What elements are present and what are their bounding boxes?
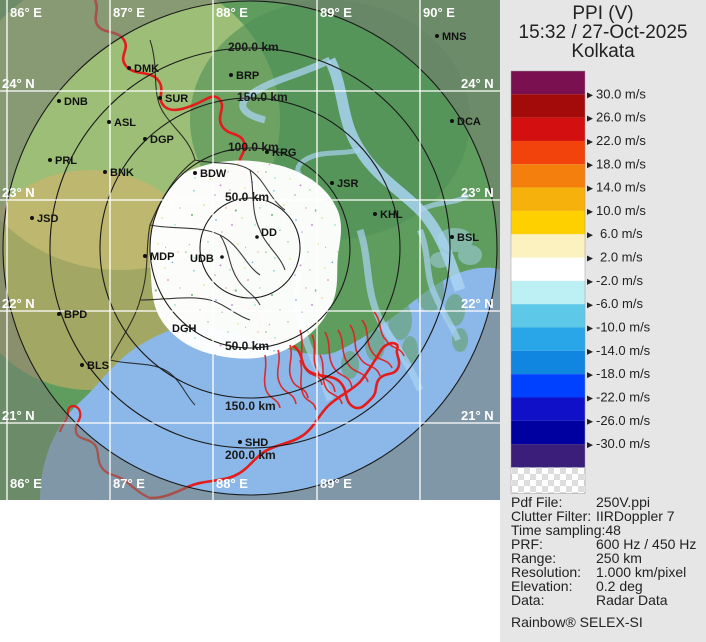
svg-text:87° E: 87° E	[113, 476, 145, 491]
svg-text:DNB: DNB	[64, 96, 88, 108]
svg-text:90° E: 90° E	[423, 5, 455, 20]
svg-text:21° N: 21° N	[461, 408, 494, 423]
svg-text:24° N: 24° N	[461, 76, 494, 91]
svg-text:-26.0 m/s: -26.0 m/s	[596, 413, 651, 428]
svg-text:-18.0 m/s: -18.0 m/s	[596, 366, 651, 381]
svg-text:89° E: 89° E	[320, 5, 352, 20]
svg-text:200.0 km: 200.0 km	[225, 448, 276, 462]
svg-text:-2.0 m/s: -2.0 m/s	[596, 273, 643, 288]
svg-text:21° N: 21° N	[2, 408, 35, 423]
svg-text:150.0 km: 150.0 km	[225, 399, 276, 413]
svg-text:BLS: BLS	[87, 360, 109, 372]
svg-text:88° E: 88° E	[216, 5, 248, 20]
svg-text:PPI (V): PPI (V)	[572, 3, 633, 24]
svg-text:-14.0 m/s: -14.0 m/s	[596, 343, 651, 358]
svg-text:100.0 km: 100.0 km	[228, 140, 279, 154]
svg-text:23° N: 23° N	[461, 185, 494, 200]
svg-text:6.0 m/s: 6.0 m/s	[600, 226, 643, 241]
svg-text:DMK: DMK	[134, 63, 159, 75]
svg-text:UDB: UDB	[190, 253, 214, 265]
svg-text:MNS: MNS	[442, 31, 466, 43]
svg-text:22° N: 22° N	[461, 296, 494, 311]
svg-text:24° N: 24° N	[2, 76, 35, 91]
svg-text:MDP: MDP	[150, 251, 174, 263]
svg-text:DD: DD	[261, 227, 277, 239]
svg-text:JSR: JSR	[337, 178, 358, 190]
svg-text:22° N: 22° N	[2, 296, 35, 311]
svg-text:30.0 m/s: 30.0 m/s	[596, 86, 646, 101]
svg-text:JSD: JSD	[37, 213, 58, 225]
svg-text:89° E: 89° E	[320, 476, 352, 491]
svg-text:-30.0 m/s: -30.0 m/s	[596, 436, 651, 451]
svg-text:50.0 km: 50.0 km	[225, 339, 269, 353]
svg-text:BDW: BDW	[200, 168, 227, 180]
svg-text:-6.0 m/s: -6.0 m/s	[596, 296, 643, 311]
svg-text:23° N: 23° N	[2, 185, 35, 200]
svg-text:86° E: 86° E	[10, 476, 42, 491]
svg-text:PRL: PRL	[55, 155, 77, 167]
svg-text:Radar Data: Radar Data	[596, 592, 668, 608]
svg-text:2.0 m/s: 2.0 m/s	[600, 250, 643, 265]
svg-text:-22.0 m/s: -22.0 m/s	[596, 389, 651, 404]
svg-text:15:32 / 27-Oct-2025: 15:32 / 27-Oct-2025	[519, 22, 688, 43]
svg-text:86° E: 86° E	[10, 5, 42, 20]
svg-text:22.0 m/s: 22.0 m/s	[596, 133, 646, 148]
svg-text:KHL: KHL	[380, 209, 403, 221]
svg-text:Kolkata: Kolkata	[571, 41, 635, 62]
svg-text:BSL: BSL	[457, 232, 479, 244]
svg-text:87° E: 87° E	[113, 5, 145, 20]
svg-text:18.0 m/s: 18.0 m/s	[596, 156, 646, 171]
svg-text:26.0 m/s: 26.0 m/s	[596, 110, 646, 125]
svg-text:ASL: ASL	[114, 117, 136, 129]
svg-text:BNK: BNK	[110, 167, 134, 179]
svg-text:Data:: Data:	[511, 592, 544, 608]
svg-text:-10.0 m/s: -10.0 m/s	[596, 320, 651, 335]
svg-text:SUR: SUR	[165, 93, 188, 105]
svg-text:Rainbow® SELEX-SI: Rainbow® SELEX-SI	[511, 614, 643, 630]
svg-text:50.0 km: 50.0 km	[225, 190, 269, 204]
svg-text:88° E: 88° E	[216, 476, 248, 491]
svg-text:14.0 m/s: 14.0 m/s	[596, 180, 646, 195]
svg-text:BPD: BPD	[64, 309, 87, 321]
svg-text:BRP: BRP	[236, 70, 259, 82]
svg-text:DCA: DCA	[457, 116, 481, 128]
svg-text:DGH: DGH	[172, 323, 197, 335]
svg-text:150.0 km: 150.0 km	[237, 90, 288, 104]
svg-text:10.0 m/s: 10.0 m/s	[596, 203, 646, 218]
svg-text:200.0 km: 200.0 km	[228, 40, 279, 54]
svg-text:DGP: DGP	[150, 134, 174, 146]
